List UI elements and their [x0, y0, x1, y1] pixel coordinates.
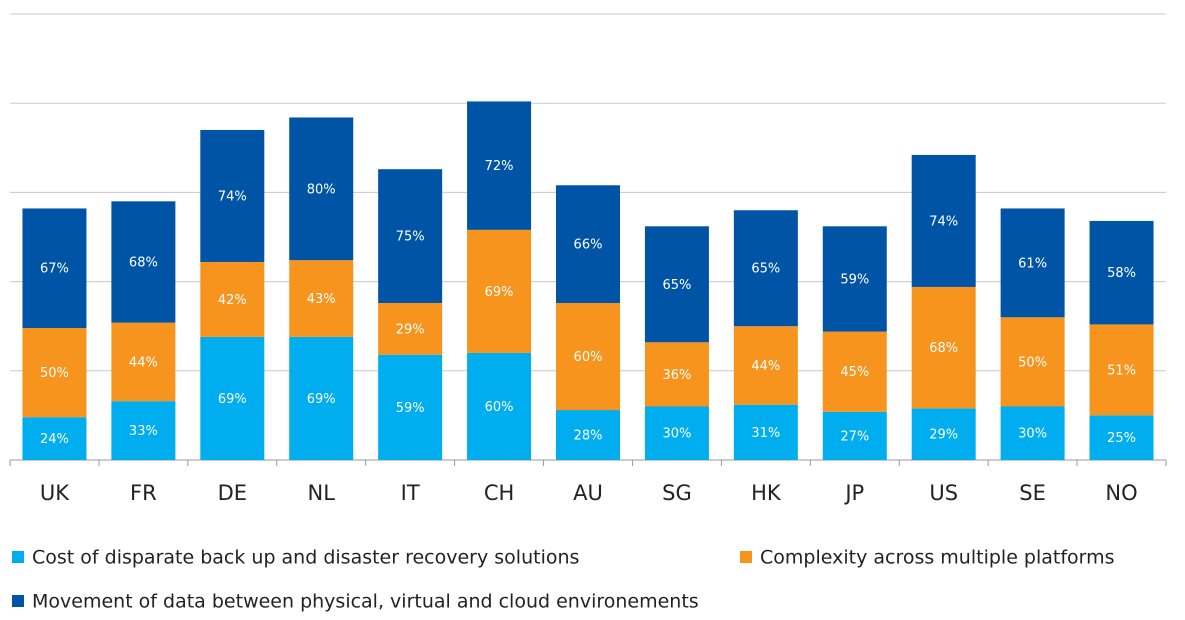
bar-segment [1000, 208, 1065, 318]
x-tick-label: IT [401, 481, 420, 505]
legend-label: Complexity across multiple platforms [760, 547, 1115, 569]
bar-segment [111, 201, 176, 323]
bar-segment [1089, 324, 1154, 416]
data-label: 61% [1018, 256, 1047, 271]
bar-segment [467, 229, 532, 353]
data-label: 74% [929, 214, 958, 229]
bar-segment [22, 208, 87, 328]
bar-segment [644, 342, 709, 407]
data-label: 68% [929, 341, 958, 356]
bar-segment [111, 322, 176, 402]
data-label: 24% [40, 432, 69, 447]
data-label: 44% [751, 359, 780, 374]
bar-segment [556, 303, 620, 411]
bar-segment [289, 336, 354, 460]
bar-segment [378, 303, 443, 355]
data-label: 51% [1107, 363, 1136, 378]
bar-segment [733, 404, 798, 460]
bar-segment [1089, 220, 1154, 325]
data-label: 30% [1018, 427, 1047, 442]
data-label: 67% [40, 262, 69, 277]
data-label: 59% [840, 272, 869, 287]
data-label: 69% [307, 392, 336, 407]
data-label: 60% [574, 350, 603, 365]
data-label: 59% [396, 401, 425, 416]
data-label: 28% [574, 429, 603, 444]
x-tick-label: SG [662, 481, 692, 505]
bar-segment [378, 354, 443, 460]
bar-segment [733, 210, 798, 327]
bar-segment [556, 410, 620, 460]
bar-segment [644, 406, 709, 460]
data-label: 50% [1018, 355, 1047, 370]
data-label: 50% [40, 366, 69, 381]
bar-segment [200, 129, 265, 262]
bar-segment [200, 261, 265, 337]
bar-segment [378, 169, 443, 304]
data-label: 44% [129, 355, 158, 370]
bar-segment [1000, 406, 1065, 460]
data-label: 33% [129, 424, 158, 439]
data-label: 69% [218, 392, 247, 407]
bar-segment [644, 226, 709, 343]
x-tick-label: CH [484, 481, 514, 505]
data-label: 65% [662, 278, 691, 293]
data-label: 30% [662, 427, 691, 442]
bar-segment [289, 260, 354, 337]
data-label: 65% [751, 262, 780, 277]
x-tick-label: NO [1105, 481, 1137, 505]
data-label: 72% [485, 159, 514, 174]
data-label: 60% [485, 400, 514, 415]
bar-segment [556, 185, 620, 304]
data-label: 27% [840, 429, 869, 444]
data-label: 75% [396, 230, 425, 245]
data-label: 42% [218, 293, 247, 308]
data-label: 58% [1107, 266, 1136, 281]
bar-segment [111, 401, 176, 460]
bar-segment [1089, 415, 1154, 460]
bar-segment [911, 286, 976, 409]
data-label: 31% [751, 426, 780, 441]
data-label: 80% [307, 182, 336, 197]
bar-segment [1000, 317, 1065, 407]
data-label: 25% [1107, 431, 1136, 446]
bar-segment [22, 417, 87, 460]
data-label: 36% [662, 368, 691, 383]
legend-label: Cost of disparate back up and disaster r… [32, 547, 579, 569]
bar-segment [822, 226, 887, 332]
x-tick-label: AU [573, 481, 603, 505]
bar-segment [822, 411, 887, 460]
bar-segment [467, 352, 532, 460]
x-tick-label: UK [40, 481, 70, 505]
x-tick-label: NL [308, 481, 336, 505]
bar-segment [733, 326, 798, 405]
x-tick-label: SE [1019, 481, 1046, 505]
legend-swatch [740, 551, 752, 563]
bar-segment [22, 327, 87, 418]
legend-swatch [12, 595, 24, 607]
bar-segment [911, 408, 976, 460]
data-label: 74% [218, 189, 247, 204]
data-label: 29% [396, 322, 425, 337]
data-label: 69% [485, 285, 514, 300]
data-label: 66% [574, 238, 603, 253]
x-tick-label: DE [218, 481, 247, 505]
bar-segment [911, 154, 976, 287]
bar-segment [200, 336, 265, 460]
bar-segment [289, 117, 354, 261]
x-tick-label: FR [130, 481, 157, 505]
x-tick-label: US [929, 481, 958, 505]
x-tick-label: JP [843, 481, 864, 505]
data-label: 45% [840, 365, 869, 380]
data-label: 68% [129, 255, 158, 270]
bar-segment [822, 331, 887, 412]
data-label: 43% [307, 292, 336, 307]
x-tick-label: HK [751, 481, 782, 505]
bar-segment [467, 101, 532, 230]
legend-label: Movement of data between physical, virtu… [32, 591, 699, 613]
data-label: 29% [929, 428, 958, 443]
legend-swatch [12, 551, 24, 563]
